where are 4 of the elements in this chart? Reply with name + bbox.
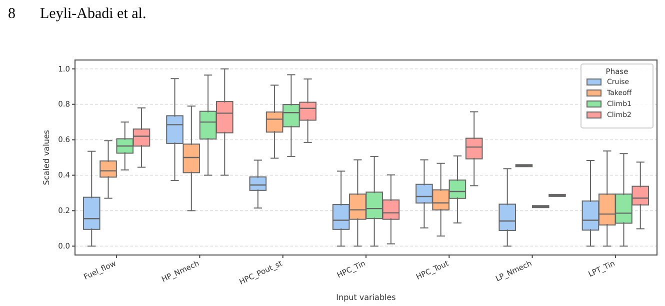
x-axis-title: Input variables [336, 293, 396, 302]
text: Leyli-Abadi et al. [40, 6, 146, 22]
y-axis-title: Scaled values [42, 130, 51, 186]
text: 8 [8, 6, 16, 22]
